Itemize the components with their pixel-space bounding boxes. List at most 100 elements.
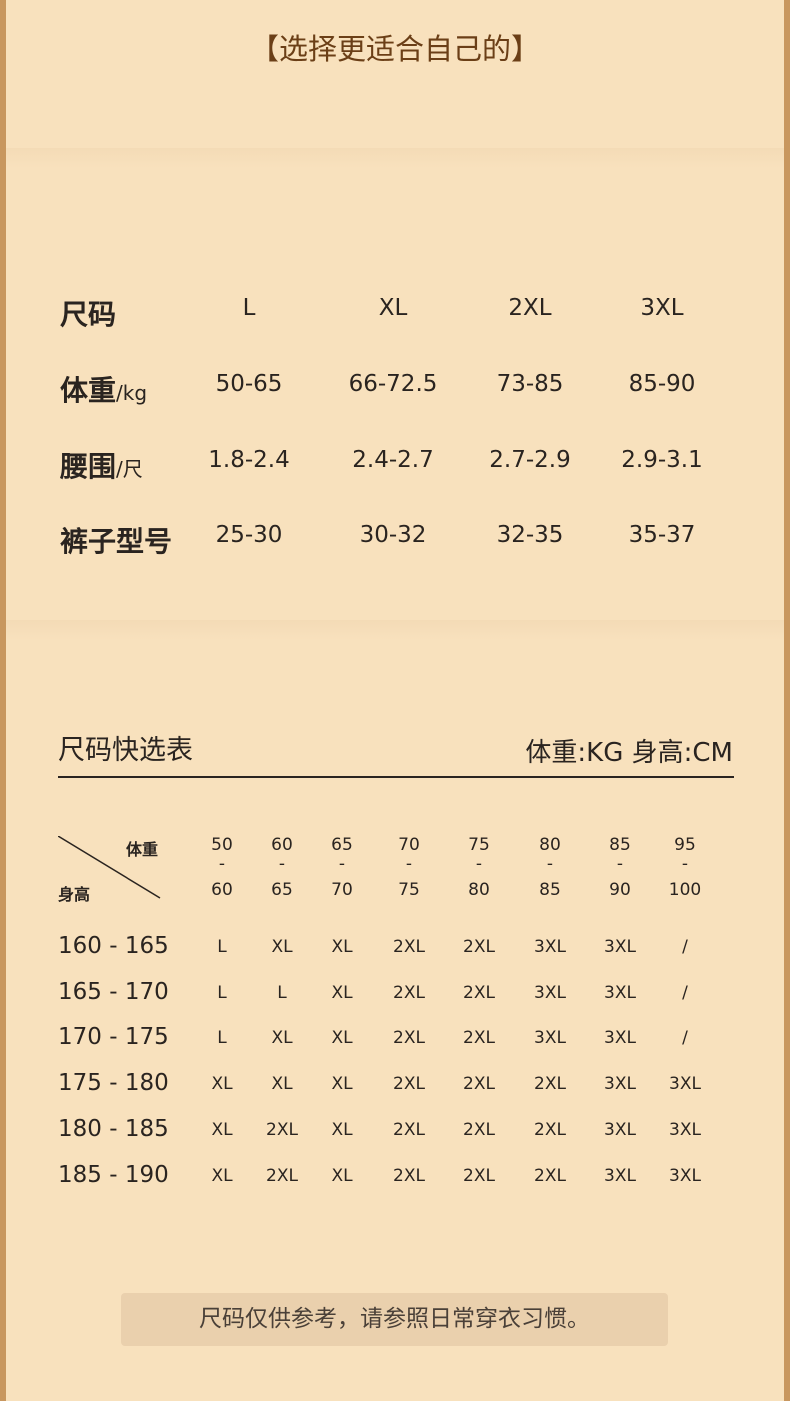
size-cell: 2XL bbox=[266, 1166, 298, 1186]
size-header: XL bbox=[378, 295, 408, 321]
weight-sep: - bbox=[546, 854, 554, 874]
size-cell: 3XL bbox=[534, 1028, 566, 1048]
weight-to: 75 bbox=[398, 880, 420, 900]
size-cell: / bbox=[682, 983, 688, 1003]
left-border bbox=[0, 0, 6, 1401]
row-unit: /尺 bbox=[116, 457, 143, 481]
row-label-text: 腰围 bbox=[60, 450, 117, 483]
size-cell: 3XL bbox=[669, 1120, 701, 1140]
size-value: 2.9-3.1 bbox=[621, 447, 703, 473]
diagonal-divider bbox=[58, 836, 161, 899]
size-cell: 3XL bbox=[604, 1028, 636, 1048]
size-cell: 2XL bbox=[393, 937, 425, 957]
title-underline bbox=[58, 776, 734, 778]
row-label-text: 体重 bbox=[60, 374, 117, 407]
size-value: 50-65 bbox=[215, 371, 283, 397]
weight-sep: - bbox=[218, 854, 226, 874]
weight-sep: - bbox=[475, 854, 483, 874]
size-value: 35-37 bbox=[628, 522, 696, 548]
size-cell: 2XL bbox=[463, 983, 495, 1003]
size-cell: 2XL bbox=[393, 983, 425, 1003]
page-title: 【选择更适合自己的】 bbox=[249, 32, 540, 66]
size-cell: XL bbox=[271, 1074, 293, 1094]
height-range: 160 - 165 bbox=[58, 933, 169, 959]
weight-from: 95 bbox=[674, 835, 696, 855]
weight-to: 65 bbox=[271, 880, 293, 900]
weight-from: 85 bbox=[609, 835, 631, 855]
weight-from: 80 bbox=[539, 835, 561, 855]
size-header: 3XL bbox=[640, 295, 684, 321]
size-cell: XL bbox=[331, 1074, 353, 1094]
size-cell: XL bbox=[271, 1028, 293, 1048]
size-value: 85-90 bbox=[628, 371, 696, 397]
weight-to: 80 bbox=[468, 880, 490, 900]
section-divider bbox=[6, 620, 784, 640]
row-label: 腰围/尺 bbox=[60, 445, 143, 485]
weight-from: 50 bbox=[211, 835, 233, 855]
size-cell: XL bbox=[211, 1166, 233, 1186]
size-value: 66-72.5 bbox=[348, 371, 438, 397]
size-cell: / bbox=[682, 1028, 688, 1048]
size-cell: XL bbox=[271, 937, 293, 957]
weight-sep: - bbox=[405, 854, 413, 874]
size-cell: 3XL bbox=[604, 983, 636, 1003]
size-cell: XL bbox=[331, 1166, 353, 1186]
weight-from: 60 bbox=[271, 835, 293, 855]
height-range: 175 - 180 bbox=[58, 1070, 169, 1096]
size-value: 2.7-2.9 bbox=[489, 447, 571, 473]
size-cell: 3XL bbox=[669, 1166, 701, 1186]
size-value: 32-35 bbox=[496, 522, 564, 548]
weight-to: 85 bbox=[539, 880, 561, 900]
size-value: 30-32 bbox=[359, 522, 427, 548]
row-label: 裤子型号 bbox=[60, 520, 172, 560]
size-cell: 2XL bbox=[393, 1074, 425, 1094]
size-header: L bbox=[242, 295, 256, 321]
row-label: 体重/kg bbox=[60, 369, 147, 409]
size-value: 73-85 bbox=[496, 371, 564, 397]
size-header-label: 尺码 bbox=[60, 298, 117, 331]
size-cell: 2XL bbox=[266, 1120, 298, 1140]
size-cell: 2XL bbox=[463, 1166, 495, 1186]
size-cell: 2XL bbox=[463, 1120, 495, 1140]
right-border bbox=[784, 0, 790, 1401]
size-cell: XL bbox=[331, 937, 353, 957]
weight-to: 60 bbox=[211, 880, 233, 900]
section-divider bbox=[6, 148, 784, 168]
note-banner: 尺码仅供参考，请参照日常穿衣习惯。 bbox=[121, 1293, 668, 1346]
size-cell: 2XL bbox=[463, 1074, 495, 1094]
quick-table-title: 尺码快选表 bbox=[58, 735, 193, 766]
weight-from: 75 bbox=[468, 835, 490, 855]
size-cell: 3XL bbox=[534, 937, 566, 957]
weight-sep: - bbox=[616, 854, 624, 874]
size-cell: / bbox=[682, 937, 688, 957]
size-header: 2XL bbox=[508, 295, 552, 321]
size-cell: 2XL bbox=[534, 1074, 566, 1094]
weight-sep: - bbox=[681, 854, 689, 874]
weight-to: 70 bbox=[331, 880, 353, 900]
size-cell: 2XL bbox=[393, 1028, 425, 1048]
size-cell: L bbox=[217, 1028, 227, 1048]
height-range: 165 - 170 bbox=[58, 979, 169, 1005]
height-range: 180 - 185 bbox=[58, 1116, 169, 1142]
size-cell: XL bbox=[211, 1074, 233, 1094]
height-range: 185 - 190 bbox=[58, 1162, 169, 1188]
size-cell: 3XL bbox=[604, 937, 636, 957]
size-cell: 3XL bbox=[604, 1166, 636, 1186]
size-cell: 3XL bbox=[669, 1074, 701, 1094]
size-cell: XL bbox=[211, 1120, 233, 1140]
weight-to: 90 bbox=[609, 880, 631, 900]
size-value: 1.8-2.4 bbox=[208, 447, 290, 473]
size-cell: 2XL bbox=[534, 1120, 566, 1140]
size-cell: 2XL bbox=[393, 1166, 425, 1186]
size-cell: XL bbox=[331, 983, 353, 1003]
size-cell: XL bbox=[331, 1028, 353, 1048]
corner-weight-label: 体重 bbox=[126, 840, 159, 859]
height-range: 170 - 175 bbox=[58, 1024, 169, 1050]
row-label-text: 裤子型号 bbox=[60, 525, 173, 558]
weight-sep: - bbox=[278, 854, 286, 874]
size-value: 2.4-2.7 bbox=[352, 447, 434, 473]
size-cell: L bbox=[217, 937, 227, 957]
size-cell: XL bbox=[331, 1120, 353, 1140]
row-unit: /kg bbox=[116, 381, 148, 405]
size-cell: L bbox=[217, 983, 227, 1003]
